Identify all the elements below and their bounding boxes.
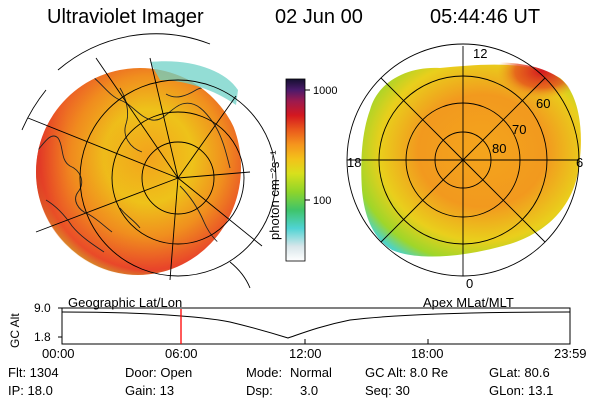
timeline-altitude-curve bbox=[61, 311, 571, 339]
mlt-0-label: 0 bbox=[466, 276, 473, 291]
timeline-y-label: GC Alt bbox=[8, 313, 22, 348]
info-dsp-label: Dsp: bbox=[246, 383, 273, 398]
instrument-title: Ultraviolet Imager bbox=[47, 6, 204, 28]
timeline-x-tick-0000: 00:00 bbox=[42, 346, 75, 361]
info-flight: Flt: 1304 bbox=[8, 365, 59, 380]
info-mode-value: Normal bbox=[290, 365, 332, 380]
info-ip: IP: 18.0 bbox=[8, 383, 53, 398]
timeline-x-tick-1200: 12:00 bbox=[289, 346, 322, 361]
mlt-18-label: 18 bbox=[347, 155, 361, 170]
timeline-y-tick-high: 9.0 bbox=[34, 301, 51, 315]
timeline-plot-frame bbox=[61, 307, 571, 345]
info-seq: Seq: 30 bbox=[365, 383, 410, 398]
colorbar-tick-1000: 1000 bbox=[313, 85, 337, 97]
mlat-60-label: 60 bbox=[536, 96, 550, 111]
left-auroral-image bbox=[36, 61, 241, 276]
colorbar-tick-100: 100 bbox=[313, 195, 331, 207]
left-panel-label: Geographic Lat/Lon bbox=[68, 295, 183, 310]
info-gain: Gain: 13 bbox=[125, 383, 175, 398]
mlat-70-label: 70 bbox=[512, 122, 526, 137]
timeline-y-tick-low: 1.8 bbox=[34, 330, 51, 344]
info-glat: GLat: 80.6 bbox=[489, 365, 550, 380]
left-lat-lon-grid bbox=[21, 33, 277, 289]
mlat-80-label: 80 bbox=[492, 141, 506, 156]
timeline-x-tick-1800: 18:00 bbox=[411, 346, 444, 361]
right-panel-label: Apex MLat/MLT bbox=[423, 295, 514, 310]
mlt-12-label: 12 bbox=[473, 46, 487, 61]
colorbar bbox=[285, 78, 306, 262]
timeline-x-tick-0600: 06:00 bbox=[165, 346, 198, 361]
colorbar-unit-label: photon cm⁻²s⁻¹ bbox=[267, 150, 282, 240]
right-mlat-mlt-grid bbox=[346, 43, 580, 277]
info-door: Door: Open bbox=[125, 365, 193, 380]
timeline-x-tick-2359: 23:59 bbox=[554, 346, 587, 361]
mlt-6-label: 6 bbox=[576, 155, 583, 170]
date-label: 02 Jun 00 bbox=[275, 6, 363, 28]
info-dsp-value: 3.0 bbox=[300, 383, 319, 398]
info-mode-label: Mode: bbox=[246, 365, 283, 380]
info-glon: GLon: 13.1 bbox=[489, 383, 554, 398]
time-label: 05:44:46 UT bbox=[430, 6, 541, 28]
info-gc-alt: GC Alt: 8.0 Re bbox=[365, 365, 449, 380]
